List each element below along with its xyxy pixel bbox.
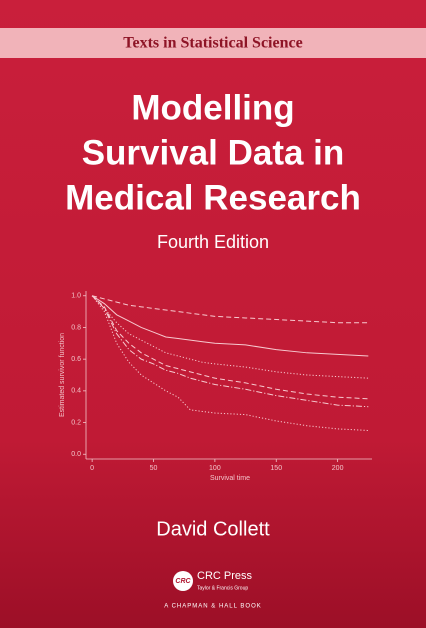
survival-curve: [92, 295, 369, 324]
y-tick-label: 0.0: [71, 451, 81, 458]
y-tick-label: 0.2: [71, 419, 81, 426]
x-tick-label: 200: [332, 465, 344, 472]
publisher-logo-text: CRC: [175, 578, 191, 585]
publisher-logo: [173, 571, 193, 591]
survival-curve: [91, 295, 369, 408]
x-tick-label: 50: [150, 465, 158, 472]
y-tick-label: 0.4: [71, 388, 81, 395]
publisher-imprint: A CHAPMAN & HALL BOOK: [164, 604, 261, 610]
survival-curve: [91, 295, 369, 400]
series-banner: [0, 28, 426, 58]
x-tick-label: 0: [90, 465, 94, 472]
x-tick-label: 100: [209, 465, 221, 472]
series-title: Texts in Statistical Science: [123, 35, 302, 52]
title-line: Modelling: [131, 88, 294, 127]
title-line: Medical Research: [65, 178, 361, 217]
y-axis-title: Estimated survivor function: [59, 333, 66, 417]
y-tick-label: 1.0: [71, 293, 81, 300]
y-tick-label: 0.6: [71, 356, 81, 363]
publisher-group: Taylor & Francis Group: [197, 585, 248, 591]
y-tick-label: 0.8: [71, 324, 81, 331]
author: David Collett: [156, 518, 270, 540]
x-tick-label: 150: [270, 465, 282, 472]
title-line: Survival Data in: [82, 133, 345, 172]
publisher-name: CRC Press: [197, 570, 253, 582]
edition: Fourth Edition: [157, 232, 269, 252]
x-axis-title: Survival time: [210, 475, 250, 482]
survival-curve: [91, 295, 369, 357]
